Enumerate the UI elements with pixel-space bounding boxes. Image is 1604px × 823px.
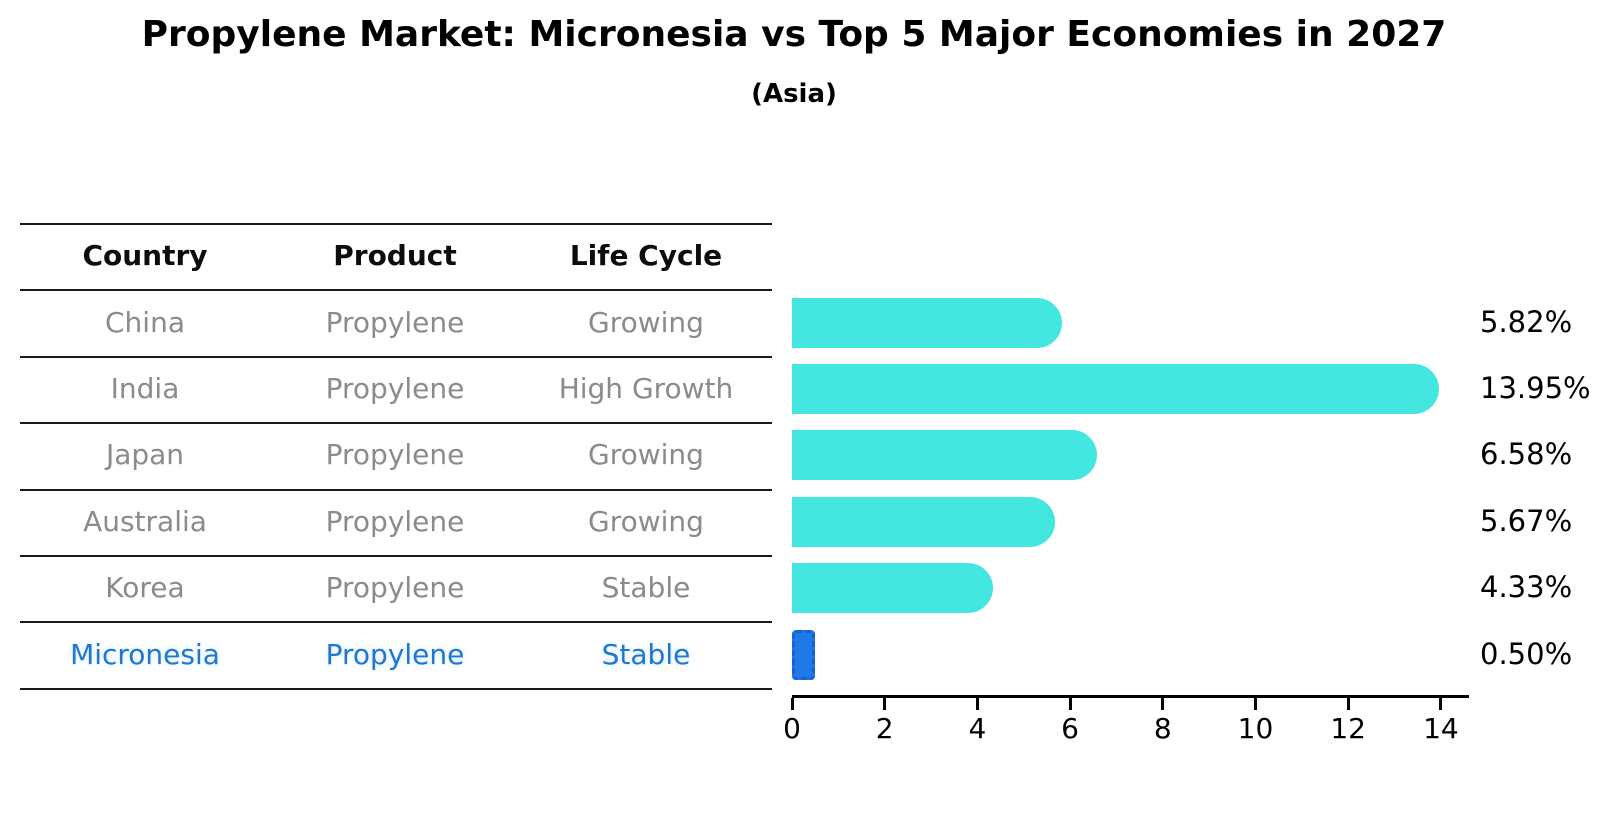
x-axis-tick [1346,698,1350,710]
table-grid-line [20,687,772,690]
x-axis-tick-label: 6 [1061,712,1080,745]
table-grid-line [20,355,772,358]
col-header-country: Country [82,239,208,273]
table-grid-line [20,289,772,292]
table-grid-line [20,488,772,491]
table-cell-country: China [105,305,185,339]
table-cell-life-cycle: Growing [588,504,704,538]
table-cell-life-cycle: Stable [601,571,691,605]
bar-china [792,297,1062,348]
x-axis-tick [1068,698,1072,710]
x-axis-tick-label: 2 [875,712,894,745]
table-cell-product: Propylene [325,372,465,405]
table-grid-line [20,223,772,225]
bar-value-label: 6.58% [1480,437,1573,472]
bar-india [792,364,1439,414]
bar-value-label: 13.95% [1480,370,1591,405]
table-cell-product: Propylene [325,504,465,538]
table-cell-product: Propylene [325,637,465,671]
bar-value-label: 0.50% [1480,636,1573,671]
table-grid-line [20,422,772,425]
bar-japan [792,430,1097,481]
table-cell-product: Propylene [325,571,465,605]
table-cell-product: Propylene [325,305,465,339]
table-cell-product: Propylene [325,438,465,472]
bar-value-label: 4.33% [1480,570,1573,605]
bar-korea [792,563,993,614]
chart-title: Propylene Market: Micronesia vs Top 5 Ma… [141,14,1447,55]
x-axis-tick [975,698,979,710]
x-axis-tick [1161,698,1165,710]
x-axis-tick [790,698,794,710]
table-cell-country: Australia [83,504,207,538]
table-cell-life-cycle: High Growth [558,372,734,405]
chart-subtitle: (Asia) [751,79,837,109]
x-axis-tick-label: 4 [968,712,987,745]
table-cell-life-cycle: Growing [588,438,704,472]
table-grid-line [20,555,772,557]
x-axis-line [792,695,1469,698]
x-axis-tick-label: 0 [783,712,801,745]
table-cell-country: India [110,372,180,405]
table-cell-country: Japan [105,438,185,472]
bar-value-label: 5.82% [1480,304,1573,339]
x-axis-tick-label: 8 [1153,712,1172,745]
x-axis-tick [1439,698,1443,710]
bar-value-label: 5.67% [1480,503,1573,538]
x-axis-tick-label: 12 [1330,712,1367,745]
bar-australia [792,496,1055,547]
table-cell-country: Korea [105,571,185,605]
x-axis-tick-label: 14 [1423,712,1459,745]
col-header-product: Product [333,239,457,273]
table-cell-country: Micronesia [70,637,220,671]
x-axis-tick [883,698,887,710]
x-axis-tick-label: 10 [1237,712,1274,745]
table-grid-line [20,621,772,624]
table-cell-life-cycle: Growing [588,305,704,339]
x-axis-tick [1254,698,1257,710]
bar-micronesia [792,629,816,680]
table-cell-life-cycle: Stable [601,637,691,671]
col-header-life-cycle: Life Cycle [569,239,723,273]
